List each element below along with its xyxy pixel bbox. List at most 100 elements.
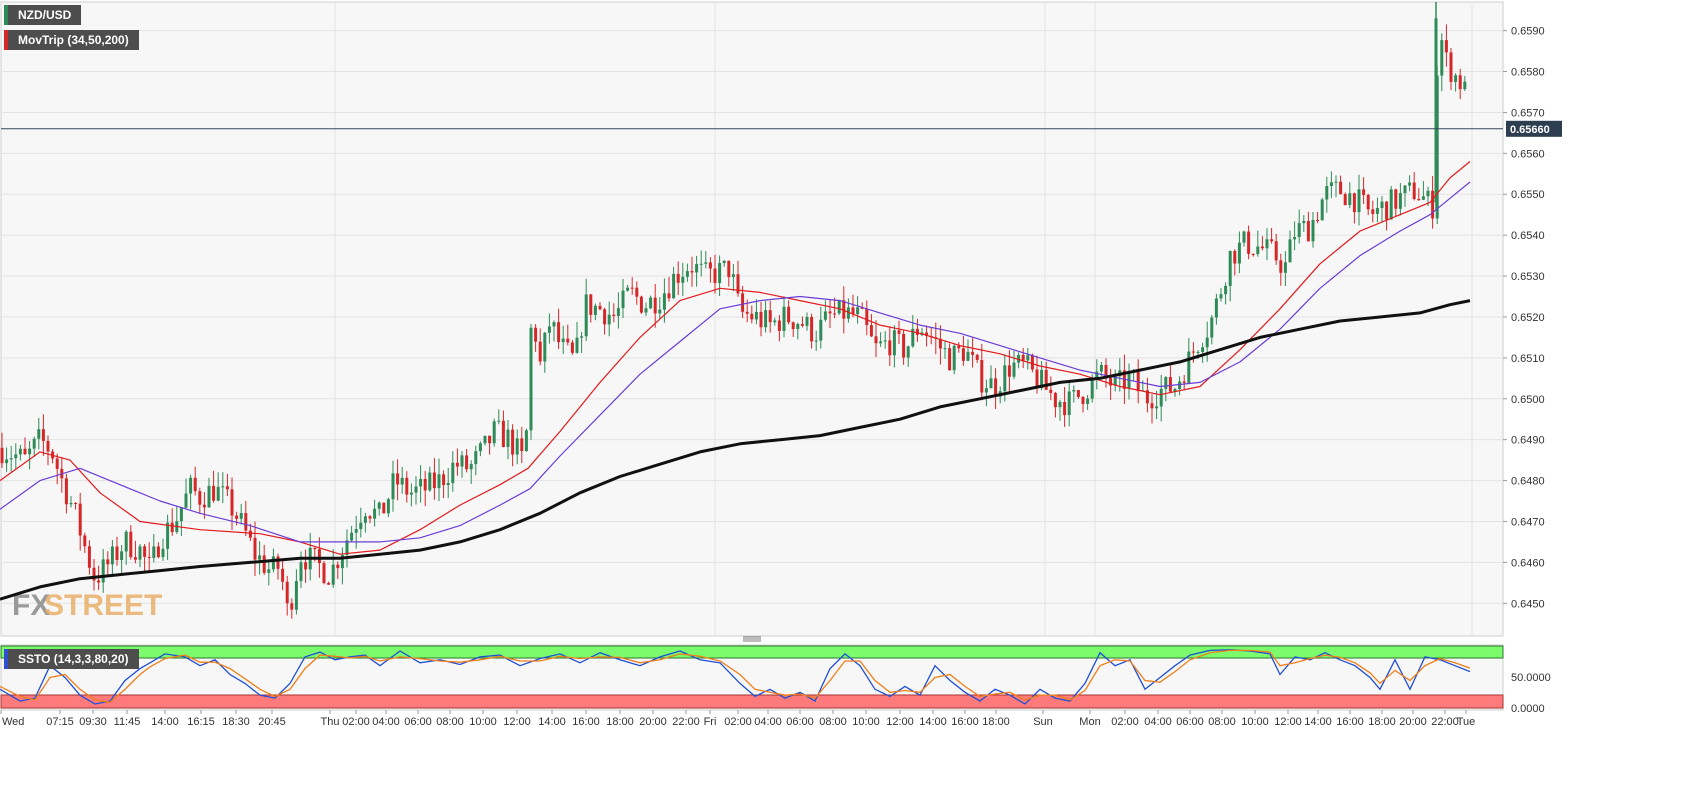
candle-body: [1297, 223, 1301, 238]
watermark-street: STREET: [44, 589, 162, 622]
candle-body: [78, 503, 82, 536]
time-tick-label: 14:00: [151, 716, 179, 728]
candle-body: [1283, 262, 1287, 273]
candle-body: [1320, 199, 1324, 221]
price-axis[interactable]: 0.6590 0.6580 0.6570 0.6560 0.6550 0.6540 0.65…: [1503, 26, 1545, 611]
candle-body: [980, 359, 984, 393]
time-tick-label: Fri: [704, 716, 717, 728]
time-tick-label: 08:00: [436, 716, 464, 728]
candle-body: [74, 502, 78, 504]
candle-body: [869, 325, 873, 337]
candle-body: [948, 348, 952, 371]
candle-body: [1155, 406, 1159, 409]
candle-body: [1164, 377, 1168, 389]
candle-body: [244, 513, 248, 531]
candle-body: [754, 311, 758, 320]
candle-body: [391, 473, 395, 500]
candle-body: [708, 262, 712, 269]
time-tick-label: 12:00: [503, 716, 531, 728]
candle-body: [1049, 389, 1053, 393]
candle-body: [451, 462, 455, 483]
time-tick-label: 04:00: [754, 716, 782, 728]
candle-body: [649, 297, 653, 309]
candle-body: [386, 499, 390, 514]
candle-body: [1256, 246, 1260, 255]
candle-body: [584, 294, 588, 337]
time-tick-label: Mon: [1079, 716, 1100, 728]
candle-body: [455, 462, 459, 467]
candle-body: [69, 502, 73, 505]
candle-body: [179, 507, 183, 522]
time-tick-label: 14:00: [1304, 716, 1332, 728]
time-tick-label: 10:00: [1241, 716, 1269, 728]
candle-body: [819, 319, 823, 341]
candle-body: [1196, 351, 1200, 353]
candle-body: [552, 322, 556, 327]
candle-body: [1214, 298, 1218, 318]
candle-body: [442, 474, 446, 486]
candle-body: [644, 308, 648, 313]
candle-body: [124, 531, 128, 552]
candle-body: [1044, 369, 1048, 390]
candle-body: [1058, 401, 1062, 408]
candle-body: [170, 522, 174, 533]
symbol-tag[interactable]: NZD/USD: [4, 5, 82, 25]
time-tick-label: Sun: [1033, 716, 1053, 728]
candle-body: [1205, 337, 1209, 348]
candle-body: [115, 546, 119, 560]
candle-body: [474, 451, 478, 465]
candle-body: [239, 513, 243, 519]
candle-body: [902, 333, 906, 358]
candle-body: [787, 306, 791, 323]
indicator-tag[interactable]: MovTrip (34,50,200): [4, 30, 139, 50]
candle-body: [676, 273, 680, 283]
candle-body: [1081, 396, 1085, 404]
candle-body: [1270, 239, 1274, 242]
candle-body: [534, 327, 538, 342]
current-price-readout: 0.65660: [1506, 120, 1562, 137]
candle-body: [1187, 351, 1191, 383]
candle-body: [580, 336, 584, 338]
candle-body: [511, 429, 515, 455]
candle-body: [1288, 239, 1292, 263]
candle-body: [736, 274, 740, 294]
candle-body: [557, 322, 561, 343]
candle-body: [713, 268, 717, 283]
candle-body: [110, 546, 114, 565]
candle-body: [704, 262, 708, 264]
candle-body: [156, 546, 160, 558]
candle-body: [409, 492, 413, 495]
candle-body: [547, 326, 551, 333]
candle-body: [1109, 377, 1113, 386]
oscillator-tag[interactable]: SSTO (14,3,3,80,20): [4, 649, 139, 669]
candle-body: [538, 341, 542, 362]
candle-body: [212, 485, 216, 501]
candle-body: [750, 313, 754, 320]
candle-body: [235, 515, 239, 519]
candle-body: [331, 564, 335, 585]
candle-body: [796, 323, 800, 330]
candle-body: [1260, 246, 1264, 249]
candle-body: [267, 569, 271, 573]
candle-body: [966, 351, 970, 361]
candle-body: [345, 540, 349, 555]
time-tick-label: 06:00: [786, 716, 814, 728]
candle-body: [759, 311, 763, 328]
candle-body: [856, 307, 860, 315]
panel-splitter-handle[interactable]: [743, 636, 761, 642]
candle-body: [198, 491, 202, 505]
candle-body: [400, 477, 404, 485]
candle-body: [0, 447, 4, 464]
time-tick-label: 12:00: [886, 716, 914, 728]
candle-body: [313, 547, 317, 550]
time-tick-label: 22:00: [1431, 716, 1459, 728]
readout-value: 0.65660: [1510, 124, 1550, 136]
candle-body: [368, 516, 372, 519]
candle-body: [1099, 364, 1103, 372]
time-axis[interactable]: Wed 07:15 09:30 11:45 14:00 16:15 18:30 20:45 Th…: [0, 710, 1475, 728]
candle-body: [773, 320, 777, 323]
oscillator-tick-label: 50.0000: [1511, 672, 1551, 684]
candle-body: [9, 458, 13, 460]
time-tick-label: Thu: [321, 716, 340, 728]
